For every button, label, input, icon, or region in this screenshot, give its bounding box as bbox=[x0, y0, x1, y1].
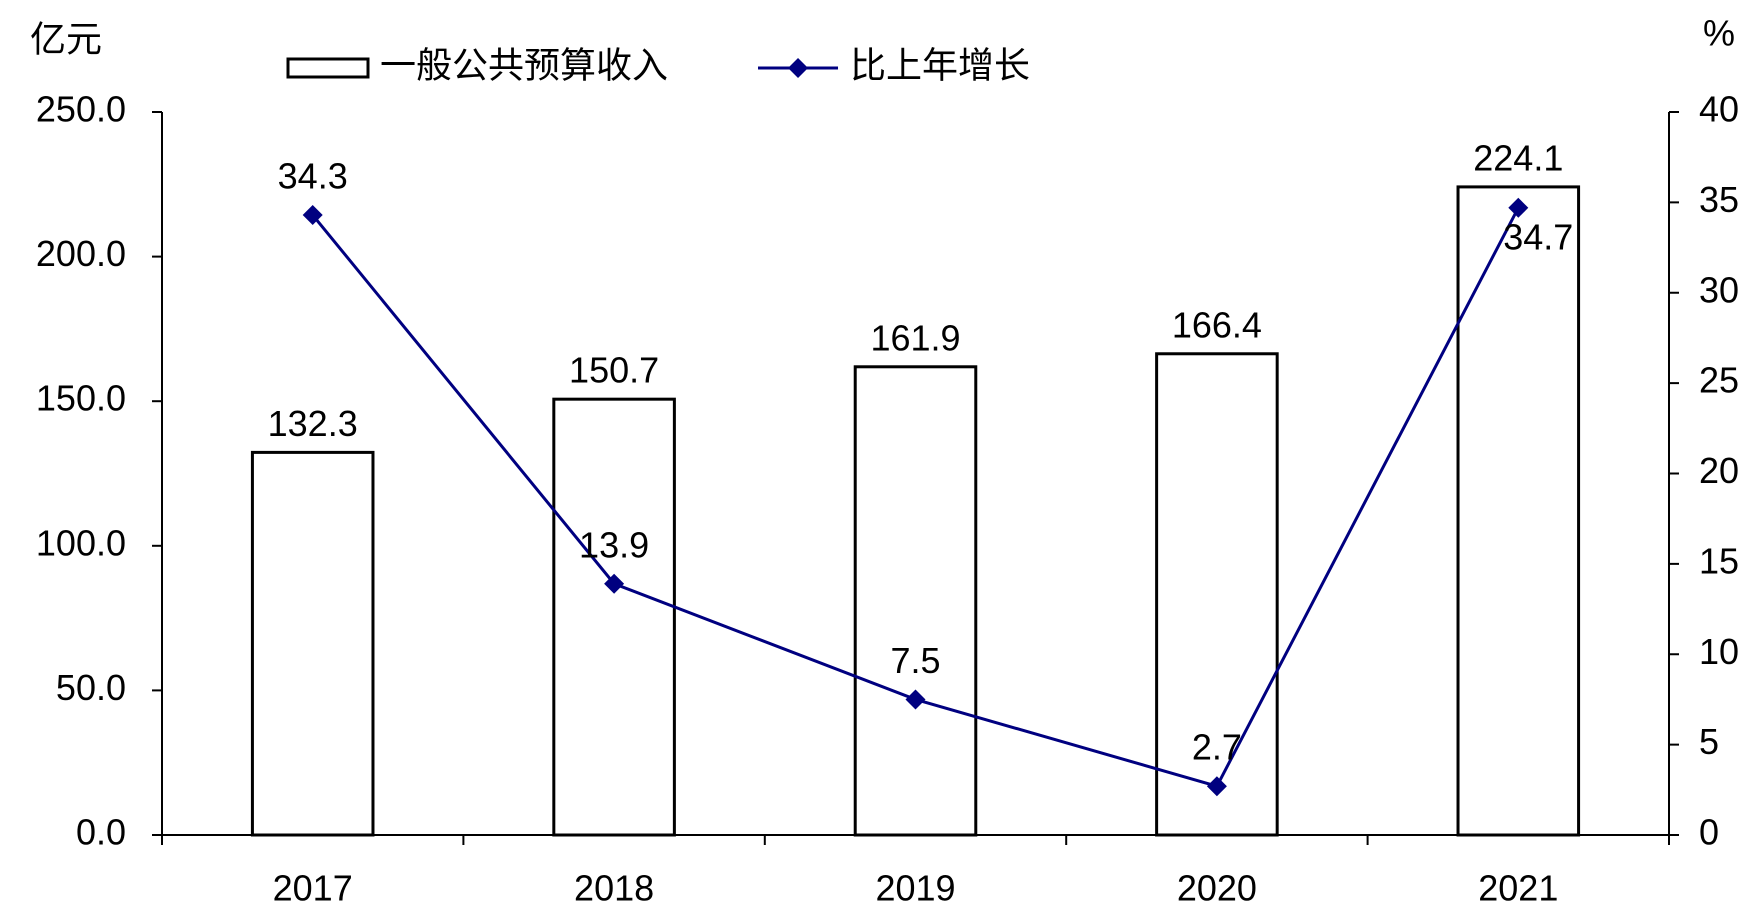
line-value-label: 13.9 bbox=[579, 524, 649, 565]
bar bbox=[552, 397, 676, 837]
line-value-label: 7.5 bbox=[890, 640, 940, 681]
line-marker bbox=[302, 205, 323, 226]
bar-value-label: 150.7 bbox=[569, 350, 659, 391]
y-tick-label: 150.0 bbox=[36, 378, 126, 419]
line-marker bbox=[1206, 776, 1227, 797]
x-tick-label: 2017 bbox=[273, 868, 353, 909]
y-tick-label: 250.0 bbox=[36, 89, 126, 130]
x-tick-label: 2018 bbox=[574, 868, 654, 909]
y2-axis-label: % bbox=[1703, 13, 1735, 54]
line-marker bbox=[1508, 197, 1529, 218]
y2-tick-label: 10 bbox=[1699, 631, 1739, 672]
y-tick-label: 0.0 bbox=[76, 812, 126, 853]
y2-tick-label: 20 bbox=[1699, 450, 1739, 491]
y2-tick-label: 0 bbox=[1699, 812, 1719, 853]
legend-label: 比上年增长 bbox=[850, 45, 1030, 86]
y2-tick-label: 35 bbox=[1699, 179, 1739, 220]
y-tick-label: 200.0 bbox=[36, 233, 126, 274]
line-marker bbox=[604, 573, 625, 594]
y2-tick-label: 40 bbox=[1699, 89, 1739, 130]
bar bbox=[250, 450, 375, 837]
y2-tick-label: 15 bbox=[1699, 540, 1739, 581]
line-value-label: 34.3 bbox=[278, 156, 348, 197]
x-tick-label: 2021 bbox=[1478, 868, 1558, 909]
y-tick-label: 100.0 bbox=[36, 522, 126, 563]
y-axis-label: 亿元 bbox=[30, 19, 102, 60]
line-marker bbox=[905, 689, 926, 710]
x-tick-label: 2019 bbox=[875, 868, 955, 909]
bar bbox=[1155, 352, 1279, 837]
legend-label: 一般公共预算收入 bbox=[380, 45, 668, 86]
y2-tick-label: 25 bbox=[1699, 360, 1739, 401]
legend-marker bbox=[788, 58, 809, 78]
bar-value-label: 132.3 bbox=[268, 403, 358, 444]
bar-value-label: 161.9 bbox=[870, 317, 960, 358]
x-tick-label: 2020 bbox=[1177, 868, 1257, 909]
bar bbox=[853, 365, 978, 837]
line-value-label: 34.7 bbox=[1503, 216, 1573, 257]
y2-tick-label: 5 bbox=[1699, 721, 1719, 762]
bar bbox=[1456, 185, 1581, 837]
y-tick-label: 50.0 bbox=[56, 667, 126, 708]
bar-value-label: 224.1 bbox=[1473, 137, 1563, 178]
bar-value-label: 166.4 bbox=[1172, 304, 1262, 345]
legend-swatch bbox=[286, 57, 370, 79]
y2-tick-label: 30 bbox=[1699, 269, 1739, 310]
line-value-label: 2.7 bbox=[1192, 727, 1242, 768]
